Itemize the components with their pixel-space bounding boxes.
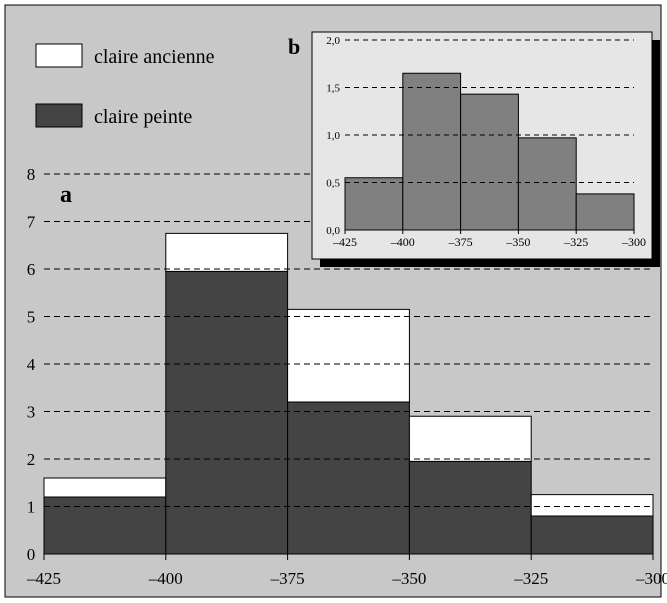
bar-dark-2 bbox=[287, 401, 410, 555]
y-tick-label: 2,0 bbox=[326, 35, 340, 47]
bar-2 bbox=[460, 93, 519, 231]
y-tick-label: 0,5 bbox=[326, 178, 340, 190]
x-tick-label: –350 bbox=[505, 235, 530, 249]
panel-label: a bbox=[60, 182, 72, 208]
bar-light-2 bbox=[287, 308, 410, 403]
y-tick-label: 1 bbox=[27, 498, 36, 517]
legend-label-claire-peinte: claire peinte bbox=[94, 106, 192, 128]
y-tick-label: 1,5 bbox=[326, 83, 340, 95]
y-tick-label: 4 bbox=[27, 355, 36, 374]
x-tick-label: –325 bbox=[563, 235, 588, 249]
inset-histogram: 0,0 0,5 1,0 1,5 2,0 –425 –400 –375 –350 –325 –300 b bbox=[288, 34, 646, 249]
bar-dark-0 bbox=[43, 496, 167, 555]
y-tick-label: 0 bbox=[27, 545, 36, 564]
bar-light-0 bbox=[43, 477, 167, 498]
x-tick-label: –300 bbox=[635, 569, 667, 588]
bar-dark-1 bbox=[165, 270, 289, 555]
y-tick-label: 1,0 bbox=[326, 130, 340, 142]
x-tick-label: –325 bbox=[513, 569, 548, 588]
bar-4 bbox=[575, 193, 635, 231]
legend: claire ancienne claire peinte bbox=[35, 43, 215, 128]
bar-dark-3 bbox=[408, 460, 532, 555]
bar-1 bbox=[402, 72, 462, 231]
legend-swatch-claire-peinte bbox=[35, 103, 83, 128]
y-tick-label: 7 bbox=[27, 213, 36, 232]
y-tick-label: 5 bbox=[27, 308, 36, 327]
bar-0 bbox=[344, 177, 404, 231]
panel-label: b bbox=[288, 34, 300, 59]
bar-light-4 bbox=[530, 494, 654, 517]
x-tick-label: –425 bbox=[26, 569, 61, 588]
y-tick-label: 8 bbox=[27, 165, 36, 184]
legend-swatch-claire-ancienne bbox=[35, 43, 83, 68]
x-tick-label: –400 bbox=[390, 235, 415, 249]
y-tick-label: 3 bbox=[27, 403, 36, 422]
x-tick-label: –300 bbox=[621, 235, 646, 249]
y-tick-label: 6 bbox=[27, 260, 36, 279]
x-tick-label: –375 bbox=[448, 235, 473, 249]
y-tick-label: 2 bbox=[27, 450, 36, 469]
bar-light-1 bbox=[165, 232, 289, 272]
x-tick-label: –375 bbox=[270, 569, 305, 588]
legend-label-claire-ancienne: claire ancienne bbox=[94, 46, 215, 68]
bar-dark-4 bbox=[530, 515, 654, 555]
y-tick-label: 0,0 bbox=[326, 225, 340, 237]
main-histogram: 0 1 2 3 4 5 6 7 8 –425 –400 –375 –350 –325 –300 a bbox=[26, 165, 667, 588]
x-tick-label: –350 bbox=[391, 569, 426, 588]
bar-light-3 bbox=[408, 415, 532, 462]
x-tick-label: –425 bbox=[332, 235, 357, 249]
x-tick-label: –400 bbox=[148, 569, 183, 588]
bar-3 bbox=[517, 137, 577, 231]
